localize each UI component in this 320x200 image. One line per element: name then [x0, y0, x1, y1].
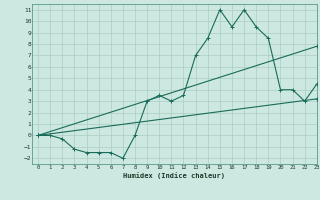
X-axis label: Humidex (Indice chaleur): Humidex (Indice chaleur) — [124, 172, 225, 179]
